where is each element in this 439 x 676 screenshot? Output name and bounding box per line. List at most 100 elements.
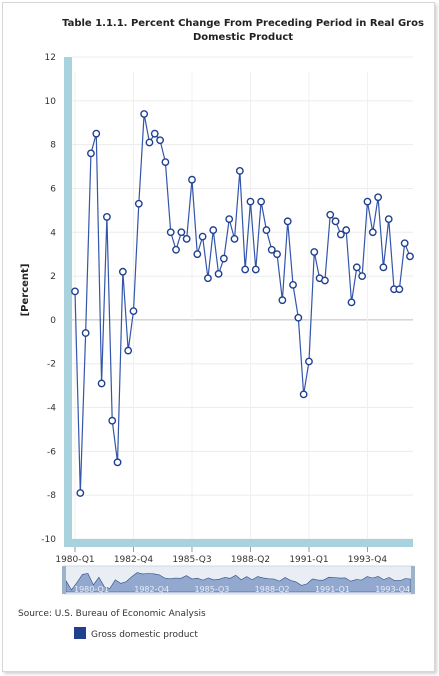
- data-point: [198, 232, 207, 241]
- navigator-label: 1982-Q4: [134, 585, 169, 594]
- data-point: [145, 138, 154, 147]
- y-tick-label: 8: [50, 141, 56, 151]
- legend-label-gdp: Gross domestic product: [91, 630, 198, 640]
- x-tick-label: 1991-Q1: [289, 555, 328, 565]
- data-point: [246, 197, 255, 206]
- y-axis-label: [Percent]: [20, 264, 31, 317]
- data-point: [129, 307, 138, 316]
- data-point: [278, 296, 287, 305]
- data-point: [219, 254, 228, 263]
- data-point: [166, 228, 175, 237]
- y-tick-label: -6: [47, 447, 56, 457]
- y-tick-label: 12: [45, 53, 56, 63]
- data-point: [150, 129, 159, 138]
- data-point: [230, 234, 239, 243]
- y-axis-bar: [64, 57, 72, 547]
- chart-frame: [2, 2, 435, 672]
- x-tick-label: 1985-Q3: [172, 555, 211, 565]
- x-tick-label: 1988-Q2: [231, 555, 270, 565]
- data-point: [113, 458, 122, 467]
- grid-lines: [72, 56, 413, 540]
- data-point: [76, 489, 85, 497]
- data-point: [87, 149, 95, 158]
- x-tick-label: 1982-Q4: [114, 555, 154, 565]
- data-point: [305, 357, 313, 366]
- data-point: [235, 167, 244, 175]
- data-point: [124, 346, 133, 355]
- y-tick-label: 0: [50, 316, 56, 326]
- data-point: [310, 248, 319, 256]
- data-point: [384, 215, 393, 224]
- x-axis-ticks: 1980-Q1 1982-Q4 1985-Q3 1988-Q2 1991-Q1 1993-…: [55, 547, 387, 565]
- data-point: [118, 267, 127, 276]
- y-tick-label: 2: [50, 272, 56, 282]
- source-note: Source: U.S. Bureau of Economic Analysis: [18, 609, 206, 619]
- chart-title-line-2: Domestic Product: [193, 32, 293, 43]
- data-point: [251, 265, 260, 274]
- data-point: [103, 213, 111, 221]
- data-point: [406, 252, 414, 261]
- navigator-labels: 1980-Q1 1982-Q4 1985-Q3 1988-Q2 1991-Q1 1993-…: [74, 585, 410, 594]
- data-point: [209, 226, 218, 234]
- data-point: [177, 228, 186, 237]
- navigator-right-handle[interactable]: [411, 566, 415, 594]
- data-point: [342, 226, 351, 234]
- data-point: [400, 239, 409, 248]
- data-point: [193, 250, 202, 259]
- data-point: [161, 158, 170, 167]
- data-point: [363, 197, 372, 206]
- navigator-left-handle[interactable]: [62, 566, 66, 594]
- data-point: [299, 390, 308, 399]
- y-tick-label: -8: [47, 491, 56, 501]
- legend: Gross domestic product: [74, 627, 198, 640]
- data-point: [331, 217, 340, 226]
- data-point: [71, 287, 79, 296]
- series-line-gdp: [74, 113, 411, 494]
- data-point: [81, 329, 90, 337]
- series-points-gdp: [71, 110, 414, 497]
- data-point: [347, 298, 356, 307]
- navigator-label: 1991-Q1: [315, 585, 350, 594]
- data-point: [294, 313, 303, 322]
- legend-swatch-gdp: [74, 627, 86, 639]
- y-tick-label: 10: [45, 97, 57, 107]
- data-point: [140, 110, 149, 118]
- data-point: [262, 226, 271, 234]
- chart-title-line-1: Table 1.1.1. Percent Change From Precedi…: [62, 18, 424, 29]
- data-point: [204, 274, 212, 283]
- data-point: [273, 250, 281, 259]
- y-tick-label: -2: [47, 360, 56, 370]
- data-point: [188, 175, 196, 184]
- y-axis-ticks: -10 -8 -6 -4 -2 0 2 4 6 8 10 12: [41, 53, 56, 545]
- data-point: [156, 136, 164, 145]
- data-point: [134, 199, 143, 208]
- navigator-label: 1980-Q1: [74, 585, 109, 594]
- data-point: [257, 197, 266, 206]
- data-point: [97, 379, 106, 388]
- data-point: [336, 230, 345, 239]
- data-point: [283, 217, 292, 226]
- x-tick-label: 1993-Q4: [348, 555, 388, 565]
- data-point: [395, 285, 404, 294]
- y-tick-label: 6: [50, 184, 56, 194]
- navigator[interactable]: 1980-Q1 1982-Q4 1985-Q3 1988-Q2 1991-Q1 1993-…: [62, 565, 415, 595]
- x-axis-bar: [64, 539, 413, 547]
- navigator-label: 1985-Q3: [194, 585, 229, 594]
- navigator-label: 1993-Q4: [375, 585, 410, 594]
- data-point: [379, 263, 388, 272]
- data-point: [352, 263, 361, 272]
- data-point: [358, 272, 367, 280]
- data-point: [368, 228, 377, 237]
- navigator-area: [65, 572, 412, 593]
- y-tick-label: 4: [50, 228, 56, 238]
- data-point: [326, 210, 335, 219]
- data-point: [92, 129, 101, 138]
- navigator-label: 1988-Q2: [255, 585, 290, 594]
- data-point: [108, 416, 117, 425]
- y-tick-label: -4: [47, 404, 56, 414]
- x-tick-label: 1980-Q1: [55, 555, 94, 565]
- data-point: [289, 280, 297, 289]
- data-point: [182, 234, 191, 243]
- data-point: [321, 276, 329, 285]
